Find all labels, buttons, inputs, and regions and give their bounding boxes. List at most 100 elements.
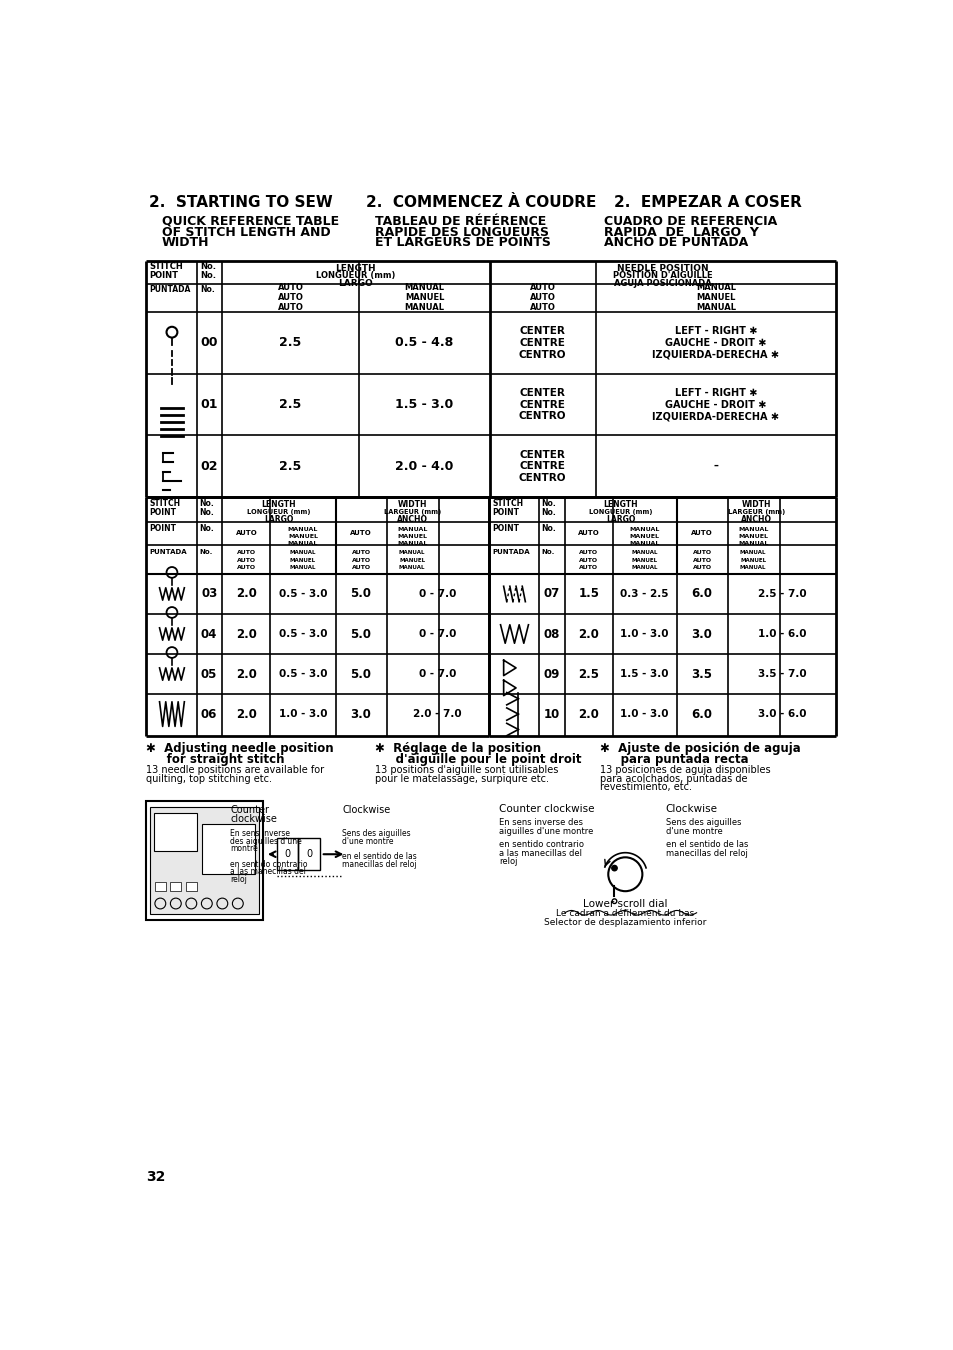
Text: 3.0: 3.0 xyxy=(691,628,712,640)
Text: 1.5: 1.5 xyxy=(578,587,598,601)
Text: en el sentido de las: en el sentido de las xyxy=(342,852,416,861)
Text: ANCHO: ANCHO xyxy=(396,514,427,524)
Text: 0.5 - 3.0: 0.5 - 3.0 xyxy=(278,589,327,599)
Text: 2.  EMPEZAR A COSER: 2. EMPEZAR A COSER xyxy=(613,196,801,211)
Text: para acolchados, puntadas de: para acolchados, puntadas de xyxy=(599,774,746,784)
Text: CENTER
CENTRE
CENTRO: CENTER CENTRE CENTRO xyxy=(518,387,565,421)
Text: 5.0: 5.0 xyxy=(350,628,371,640)
Text: AUTO: AUTO xyxy=(692,558,711,563)
Text: LENGTH: LENGTH xyxy=(602,500,638,509)
Text: AUTO: AUTO xyxy=(351,558,370,563)
Text: AUTO: AUTO xyxy=(578,558,598,563)
Text: No.: No. xyxy=(199,285,214,294)
Text: 1.0 - 3.0: 1.0 - 3.0 xyxy=(619,709,668,720)
Bar xyxy=(202,825,254,875)
Text: manecillas del reloj: manecillas del reloj xyxy=(342,860,416,869)
Text: LARGO: LARGO xyxy=(264,514,294,524)
Bar xyxy=(298,838,319,871)
Text: 2.5: 2.5 xyxy=(279,336,301,350)
Text: Selector de desplazamiento inferior: Selector de desplazamiento inferior xyxy=(543,918,706,927)
Text: MANUEL: MANUEL xyxy=(738,533,767,539)
Text: MANUAL: MANUAL xyxy=(631,549,658,555)
Text: MANUAL: MANUAL xyxy=(629,526,659,532)
Text: 05: 05 xyxy=(201,667,217,680)
Bar xyxy=(186,882,196,891)
Text: des aiguilles d'une: des aiguilles d'une xyxy=(230,837,301,845)
Circle shape xyxy=(611,865,617,871)
Text: 2.0: 2.0 xyxy=(235,667,256,680)
Text: MANUAL
MANUEL
MANUAL: MANUAL MANUEL MANUAL xyxy=(696,282,735,312)
Text: 2.0: 2.0 xyxy=(578,628,598,640)
Text: MANUAL: MANUAL xyxy=(738,540,767,545)
Text: 6.0: 6.0 xyxy=(691,587,712,601)
Text: reloj: reloj xyxy=(498,857,517,867)
Text: 2.5 - 7.0: 2.5 - 7.0 xyxy=(757,589,805,599)
Text: LENGTH: LENGTH xyxy=(335,263,375,273)
Text: MANUAL: MANUAL xyxy=(288,540,317,545)
Text: No.: No. xyxy=(541,500,556,509)
Text: No.: No. xyxy=(199,524,213,533)
Text: 2.  COMMENCEZ À COUDRE: 2. COMMENCEZ À COUDRE xyxy=(365,196,596,211)
Text: WIDTH: WIDTH xyxy=(162,236,209,250)
Text: 1.0 - 3.0: 1.0 - 3.0 xyxy=(278,709,327,720)
Text: POINT: POINT xyxy=(492,524,518,533)
Text: MANUEL: MANUEL xyxy=(629,533,659,539)
Text: Le cadran a défilement du bas: Le cadran a défilement du bas xyxy=(556,909,694,918)
Text: 2.  STARTING TO SEW: 2. STARTING TO SEW xyxy=(149,196,332,211)
Text: LEFT - RIGHT ✱
GAUCHE - DROIT ✱
IZQUIERDA-DERECHA ✱: LEFT - RIGHT ✱ GAUCHE - DROIT ✱ IZQUIERD… xyxy=(652,327,779,359)
Text: MANUAL: MANUAL xyxy=(738,526,767,532)
Text: LARGEUR (mm): LARGEUR (mm) xyxy=(727,509,784,516)
Bar xyxy=(171,882,181,891)
Text: POINT: POINT xyxy=(150,524,176,533)
Text: 2.0: 2.0 xyxy=(235,628,256,640)
Text: 1.5 - 3.0: 1.5 - 3.0 xyxy=(395,398,454,410)
Text: para puntada recta: para puntada recta xyxy=(599,753,747,765)
Bar xyxy=(276,838,298,871)
Text: LONGUEUR (mm): LONGUEUR (mm) xyxy=(588,509,652,516)
Text: MANUAL: MANUAL xyxy=(290,566,315,570)
Text: MANUEL: MANUEL xyxy=(631,558,657,563)
Text: 1.0 - 6.0: 1.0 - 6.0 xyxy=(757,629,805,639)
Text: 6.0: 6.0 xyxy=(691,707,712,721)
Text: 5.0: 5.0 xyxy=(350,587,371,601)
Text: aiguilles d'une montre: aiguilles d'une montre xyxy=(498,826,593,836)
Text: MANUAL: MANUAL xyxy=(398,549,425,555)
Text: d'une montre: d'une montre xyxy=(665,826,721,836)
Text: 10: 10 xyxy=(543,707,559,721)
Text: PUNTADA: PUNTADA xyxy=(150,548,187,555)
Text: ANCHO DE PUNTADA: ANCHO DE PUNTADA xyxy=(603,236,747,250)
Text: pour le matelassage, surpiqure etc.: pour le matelassage, surpiqure etc. xyxy=(375,774,548,784)
Text: en el sentido de las: en el sentido de las xyxy=(665,841,747,849)
Text: En sens inverse: En sens inverse xyxy=(230,829,290,838)
Text: 03: 03 xyxy=(201,587,217,601)
Text: 3.0: 3.0 xyxy=(351,707,371,721)
Text: No.: No. xyxy=(199,271,215,279)
Text: No.: No. xyxy=(199,500,213,509)
Text: MANUAL: MANUAL xyxy=(396,540,427,545)
Text: No.: No. xyxy=(541,508,556,517)
Text: 00: 00 xyxy=(200,336,217,350)
Text: AUTO: AUTO xyxy=(692,549,711,555)
Text: d'aiguille pour le point droit: d'aiguille pour le point droit xyxy=(375,753,581,765)
Text: reloj: reloj xyxy=(230,875,247,884)
Text: 2.5: 2.5 xyxy=(279,459,301,472)
Text: 0 - 7.0: 0 - 7.0 xyxy=(418,629,456,639)
Text: PUNTADA: PUNTADA xyxy=(492,548,529,555)
Text: MANUAL: MANUAL xyxy=(290,549,315,555)
Text: a las manecillas del: a las manecillas del xyxy=(498,849,581,859)
Text: ANCHO: ANCHO xyxy=(740,514,771,524)
Text: ✱  Ajuste de posición de aguja: ✱ Ajuste de posición de aguja xyxy=(599,743,800,755)
Text: QUICK REFERENCE TABLE: QUICK REFERENCE TABLE xyxy=(162,215,338,228)
Text: LARGO: LARGO xyxy=(338,279,373,288)
Text: CUADRO DE REFERENCIA: CUADRO DE REFERENCIA xyxy=(603,215,776,228)
Text: 08: 08 xyxy=(543,628,559,640)
Text: POINT: POINT xyxy=(492,508,518,517)
Text: PUNTADA: PUNTADA xyxy=(150,285,191,294)
Text: 13 positions d'aiguille sont utilisables: 13 positions d'aiguille sont utilisables xyxy=(375,765,558,775)
Text: en sentido contrario: en sentido contrario xyxy=(230,860,307,869)
Text: POINT: POINT xyxy=(150,508,176,517)
Text: 2.0 - 7.0: 2.0 - 7.0 xyxy=(413,709,461,720)
Text: POSITION D'AIGUILLE: POSITION D'AIGUILLE xyxy=(612,271,712,281)
Text: No.: No. xyxy=(199,508,213,517)
Text: 0: 0 xyxy=(284,849,290,859)
